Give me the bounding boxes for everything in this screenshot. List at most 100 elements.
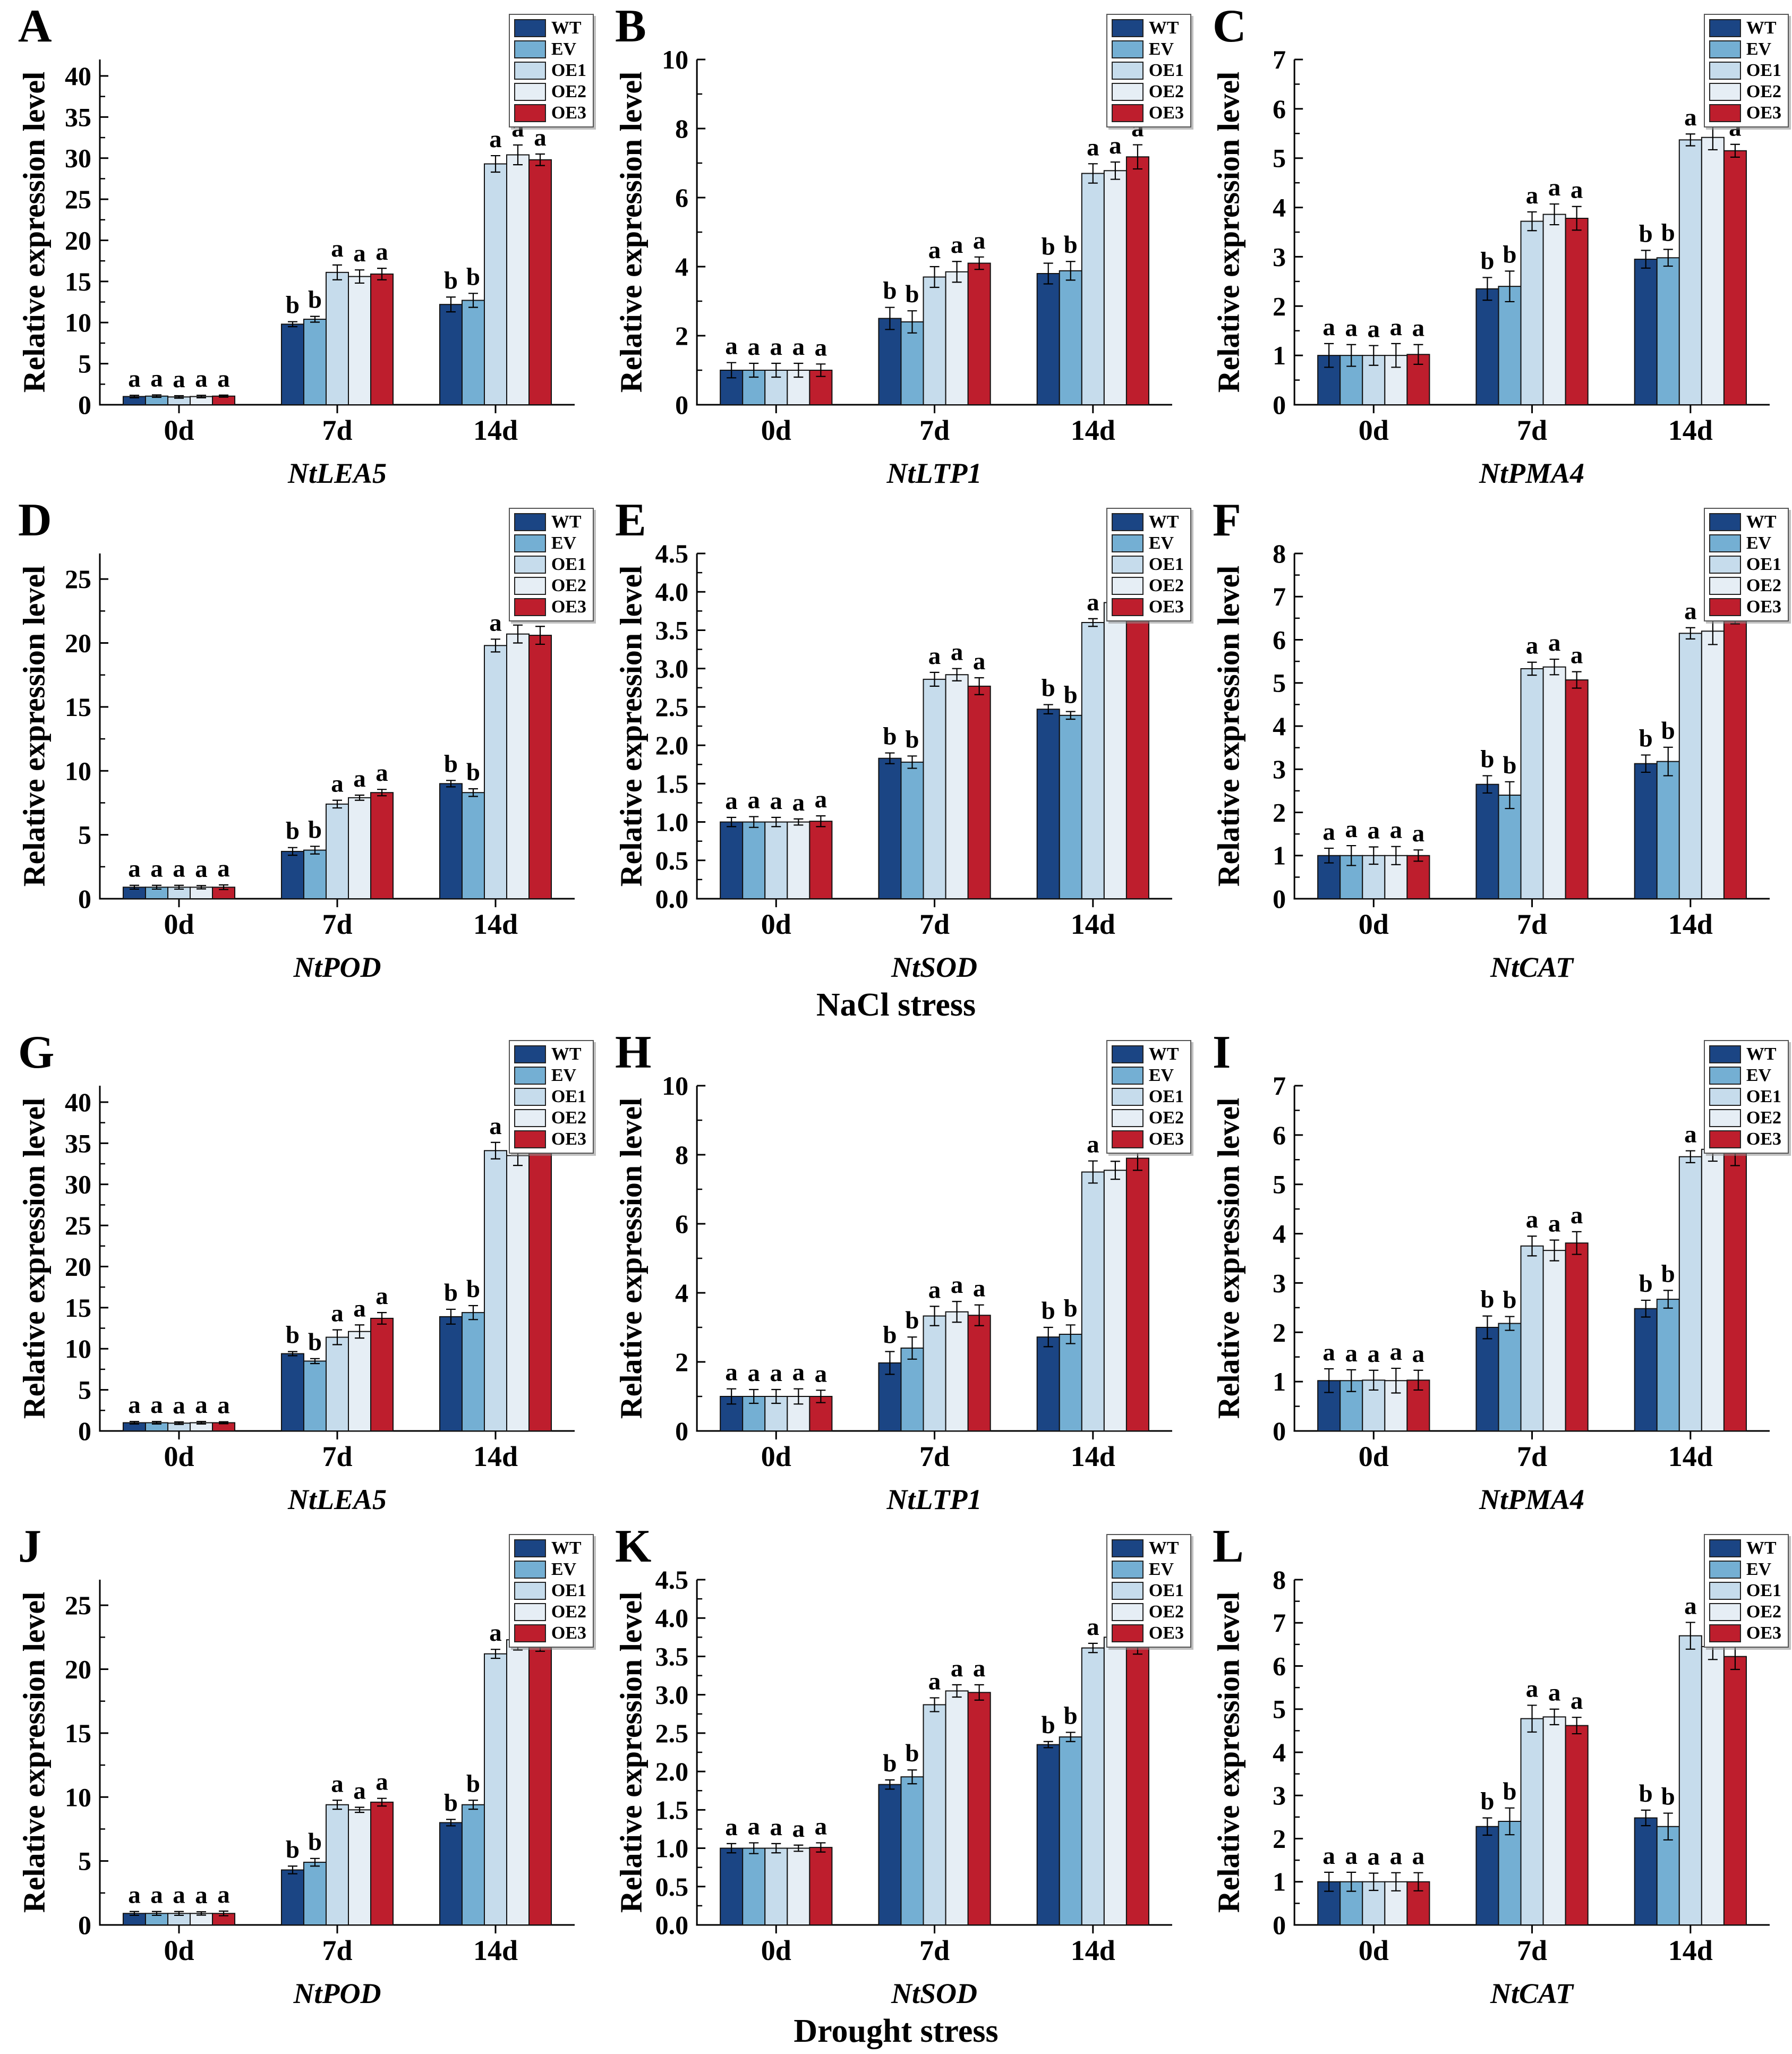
svg-text:b: b [1042,1297,1055,1325]
svg-text:0d: 0d [761,1441,791,1472]
svg-text:a: a [928,1276,941,1303]
legend-label: EV [1746,1066,1772,1085]
panel-letter-d: D [18,495,52,546]
svg-text:a: a [747,1812,760,1840]
svg-text:a: a [1548,629,1561,657]
legend-swatch-oe3 [514,1130,546,1148]
legend-item-wt: WT [514,513,586,531]
legend-label: EV [1148,533,1174,553]
svg-text:a: a [725,1813,738,1841]
svg-text:14d: 14d [1668,414,1713,446]
legend-item-oe2: OE2 [514,1603,586,1621]
svg-text:a: a [195,1391,208,1419]
legend-swatch-oe2 [1111,1109,1144,1127]
svg-text:3: 3 [1273,242,1286,271]
svg-text:8: 8 [675,114,688,143]
svg-text:a: a [1412,314,1425,342]
svg-text:b: b [1661,1783,1675,1811]
legend: WT EV OE1 OE2 OE3 [508,1040,594,1154]
legend-label: OE3 [1746,597,1781,617]
legend-label: OE3 [1148,597,1184,617]
legend-swatch-oe1 [1111,556,1144,574]
gene-label: NtPMA4 [1479,1484,1585,1515]
legend-swatch-oe1 [514,62,546,80]
svg-text:b: b [308,816,322,843]
legend-item-oe1: OE1 [1111,556,1184,574]
legend-swatch-oe1 [1111,1582,1144,1600]
legend-label: WT [1148,1044,1179,1064]
legend-swatch-oe3 [1709,598,1741,616]
panel-j: J WT EV OE1 OE2 OE3 Relative expression leve… [0,1520,597,2014]
svg-text:35: 35 [65,102,91,132]
svg-text:2: 2 [1273,1317,1286,1347]
legend-item-oe1: OE1 [514,62,586,80]
legend-label: OE1 [1746,1087,1781,1106]
legend-item-ev: EV [514,534,586,552]
svg-text:b: b [905,1740,919,1767]
legend-label: EV [551,1066,577,1085]
panel-letter-h: H [615,1027,652,1078]
legend-label: WT [1746,18,1777,38]
svg-text:a: a [725,787,738,815]
legend-swatch-wt [1111,1539,1144,1557]
svg-text:6: 6 [1273,1120,1286,1150]
svg-text:b: b [444,267,458,294]
legend-swatch-oe3 [1709,1624,1741,1642]
svg-text:15: 15 [65,267,91,296]
svg-text:4: 4 [675,252,688,282]
svg-text:a: a [376,1282,388,1310]
svg-text:b: b [466,1770,480,1797]
legend-swatch-oe2 [1709,577,1741,595]
svg-text:40: 40 [65,1087,91,1117]
svg-text:1: 1 [1273,1367,1286,1396]
svg-text:a: a [1087,1613,1099,1641]
svg-text:b: b [883,723,897,751]
panel-f: F WT EV OE1 OE2 OE3 Relative expression leve… [1194,494,1792,988]
svg-text:a: a [928,236,941,264]
svg-text:15: 15 [65,1718,91,1748]
svg-text:40: 40 [65,61,91,91]
legend-swatch-ev [514,1561,546,1579]
svg-text:b: b [1503,752,1516,779]
gene-label: NtPOD [293,1978,381,2009]
legend-item-ev: EV [1709,534,1781,552]
legend-item-ev: EV [1709,40,1781,58]
svg-text:a: a [815,1812,827,1840]
svg-text:b: b [905,280,919,308]
legend-swatch-oe1 [514,1088,546,1106]
legend-label: OE2 [551,1602,586,1622]
legend-item-oe2: OE2 [514,1109,586,1127]
legend: WT EV OE1 OE2 OE3 [1703,1040,1789,1154]
svg-text:a: a [1368,817,1380,845]
svg-text:a: a [1087,589,1099,616]
svg-text:a: a [1571,642,1583,669]
legend-item-oe2: OE2 [1709,1109,1781,1127]
svg-text:a: a [376,759,388,787]
legend-item-oe3: OE3 [514,1130,586,1148]
svg-text:a: a [150,1391,163,1419]
legend-label: OE2 [1746,1602,1781,1622]
svg-text:14d: 14d [473,1934,518,1966]
legend-label: OE2 [1148,1602,1184,1622]
svg-text:0.0: 0.0 [655,1910,689,1940]
svg-text:3.0: 3.0 [655,1680,689,1710]
legend-label: OE3 [551,103,586,123]
bar-chart-ntcat-drought: 0123456780daaaaa7dbbaaa14dbbaaa [1273,1565,1770,1966]
panel-letter-g: G [18,1027,55,1078]
svg-text:35: 35 [65,1128,91,1158]
svg-text:a: a [770,333,783,361]
svg-text:1.0: 1.0 [655,807,689,837]
legend-label: EV [1148,1559,1174,1579]
svg-text:b: b [1503,241,1516,268]
svg-text:2: 2 [675,1347,688,1377]
legend-item-oe3: OE3 [1111,104,1184,122]
legend-swatch-oe2 [514,1603,546,1621]
svg-text:0: 0 [78,1416,91,1446]
svg-text:a: a [1548,1210,1561,1238]
svg-text:7d: 7d [322,908,352,940]
legend: WT EV OE1 OE2 OE3 [508,14,594,127]
svg-text:14d: 14d [1668,1441,1713,1472]
legend-item-wt: WT [1709,1539,1781,1557]
